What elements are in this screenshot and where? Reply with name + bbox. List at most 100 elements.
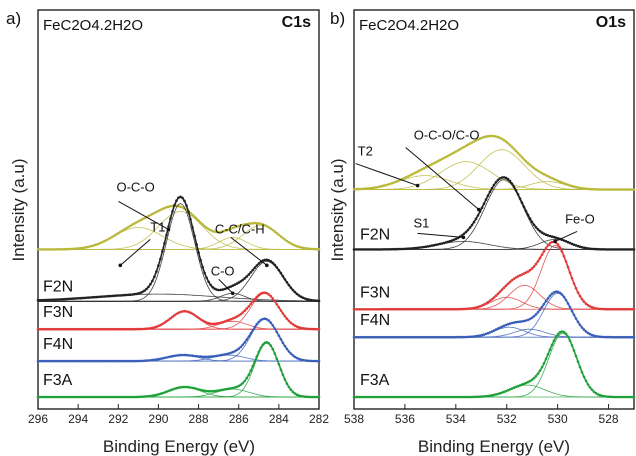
data-point (241, 343, 244, 347)
data-point (151, 358, 154, 362)
data-point (470, 395, 474, 399)
data-point (179, 205, 182, 208)
data-point (588, 247, 592, 250)
data-point (52, 395, 56, 399)
data-point (46, 298, 50, 302)
data-point (153, 211, 156, 215)
data-point (104, 295, 108, 298)
data-point (153, 326, 156, 329)
data-point (267, 226, 271, 229)
data-point (297, 394, 301, 397)
data-point (626, 307, 630, 311)
data-point (46, 395, 50, 399)
data-point (598, 188, 602, 191)
data-point (72, 297, 76, 300)
data-point (396, 247, 400, 251)
data-point (48, 359, 52, 363)
data-point (396, 395, 400, 399)
data-point (622, 188, 626, 191)
data-point (275, 266, 279, 269)
data-point (444, 307, 448, 311)
data-point (76, 297, 80, 300)
data-point (450, 395, 454, 399)
data-point (604, 335, 608, 339)
data-point (370, 308, 374, 311)
data-point (556, 290, 560, 294)
data-point (474, 306, 478, 309)
data-point (356, 248, 360, 251)
data-point (418, 395, 422, 399)
data-point (159, 357, 162, 361)
data-point (622, 307, 626, 311)
data-point (275, 330, 279, 334)
data-point (62, 297, 66, 301)
data-point (50, 248, 54, 251)
data-point (516, 151, 520, 155)
data-point (522, 382, 526, 386)
annotation-label: C-C/C-H (215, 221, 265, 236)
data-point (189, 218, 192, 221)
data-point (354, 308, 358, 311)
data-point (82, 359, 86, 363)
data-point (540, 231, 544, 234)
data-point (618, 335, 622, 339)
data-point (267, 293, 271, 296)
data-point (396, 307, 400, 311)
data-point (522, 205, 526, 209)
x-tick-label: 530 (548, 412, 568, 426)
data-point (604, 248, 608, 251)
data-point (175, 386, 178, 390)
data-point (149, 213, 152, 217)
data-point (484, 302, 488, 305)
data-point (317, 299, 321, 303)
data-point (536, 228, 540, 231)
data-point (390, 247, 394, 251)
data-point (257, 293, 261, 297)
data-point (88, 359, 92, 363)
data-point (161, 391, 164, 395)
data-point (98, 295, 102, 299)
data-point (179, 195, 182, 199)
data-point (123, 359, 126, 363)
data-point (612, 335, 616, 339)
data-point (516, 320, 520, 324)
data-point (564, 332, 568, 336)
data-point (80, 395, 84, 399)
data-point (600, 307, 604, 311)
data-point (42, 298, 46, 302)
data-point (492, 393, 496, 397)
data-point (388, 248, 392, 251)
data-point (70, 395, 74, 399)
data-point (291, 323, 295, 326)
data-point (48, 395, 52, 399)
data-point (46, 359, 50, 363)
data-point (592, 247, 596, 251)
data-point (241, 278, 244, 282)
data-point (568, 184, 572, 187)
data-point (68, 327, 72, 331)
data-point (550, 240, 554, 244)
data-point (163, 356, 166, 360)
data-point (131, 293, 134, 296)
data-point (484, 332, 488, 336)
data-point (115, 395, 118, 399)
data-point (145, 395, 148, 398)
data-point (388, 335, 392, 339)
data-point (468, 307, 472, 310)
data-point (554, 236, 558, 239)
data-point (628, 188, 632, 191)
data-point (410, 307, 414, 311)
data-point (482, 333, 486, 336)
data-point (364, 248, 368, 251)
x-tick-label: 294 (68, 412, 88, 426)
data-point (504, 389, 508, 393)
data-point (231, 284, 234, 288)
data-point (123, 228, 126, 231)
data-point (209, 228, 212, 232)
data-point (448, 335, 452, 339)
data-point (211, 322, 214, 326)
data-point (536, 372, 540, 376)
data-point (303, 297, 307, 300)
data-point (259, 318, 263, 322)
data-point (221, 230, 224, 233)
